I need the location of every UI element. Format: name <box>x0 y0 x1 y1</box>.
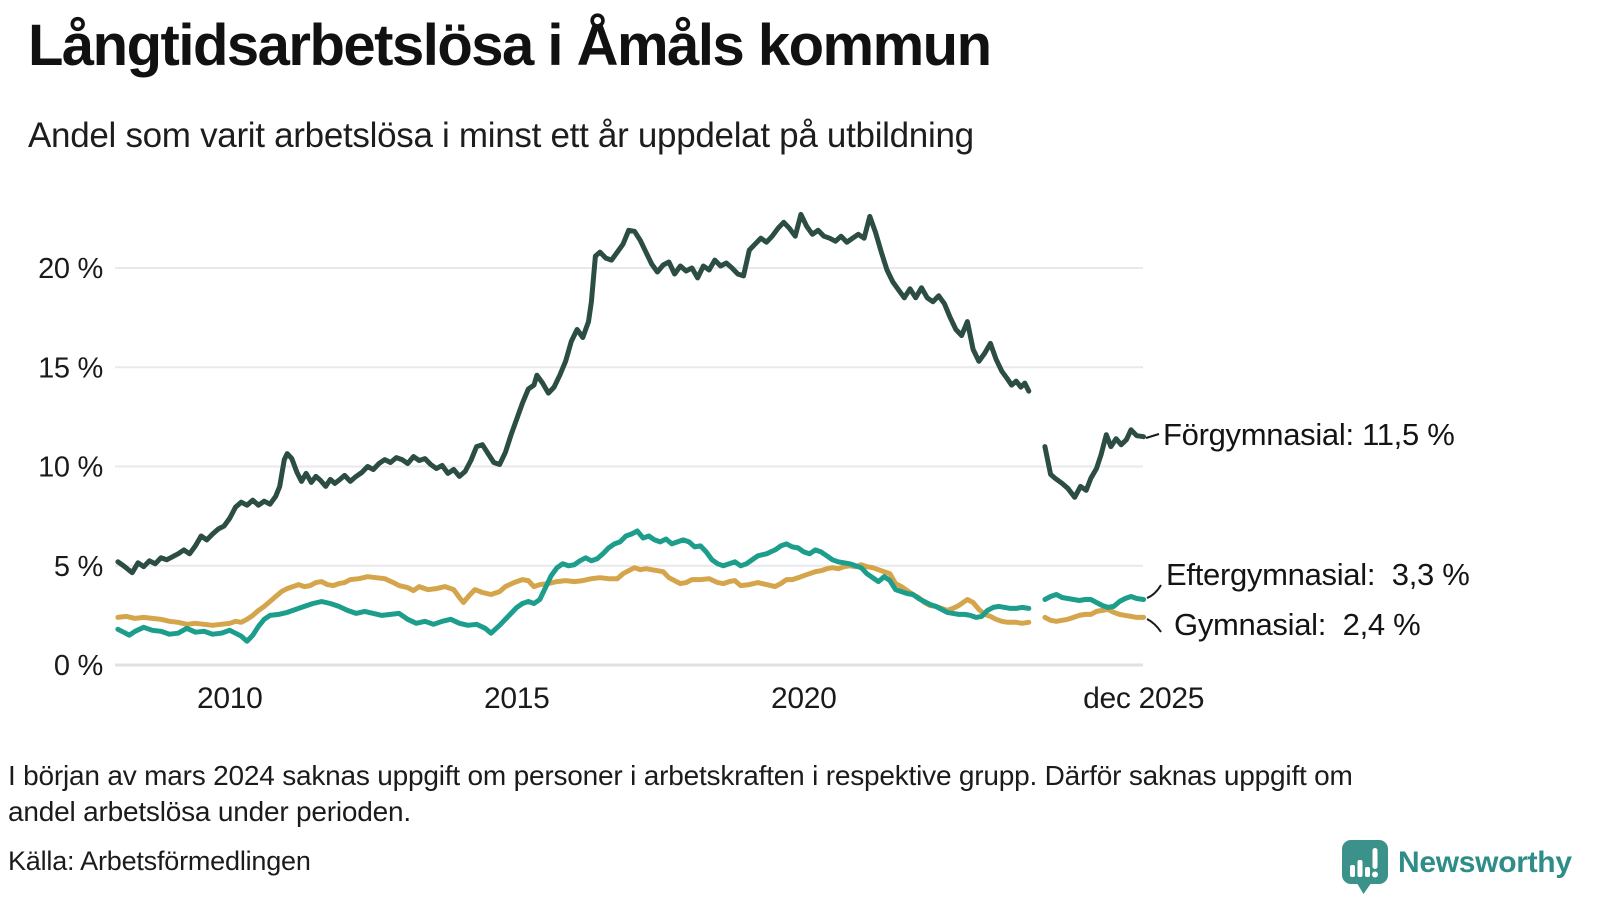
series-end-label-eftergymnasial: Eftergymnasial: 3,3 % <box>1166 557 1470 592</box>
x-tick-label: 2010 <box>197 682 263 715</box>
label-connector-forgymnasial <box>1145 433 1160 439</box>
series-line-forgymnasial-seg2 <box>1042 427 1147 500</box>
newsworthy-pin-icon <box>1342 840 1388 894</box>
label-connector-eftergymnasial <box>1146 584 1162 599</box>
x-tick-label: 2015 <box>484 682 550 715</box>
series-end-label-forgymnasial: Förgymnasial: 11,5 % <box>1163 417 1455 452</box>
y-tick-label: 15 % <box>38 352 103 384</box>
page-title: Långtidsarbetslösa i Åmåls kommun <box>28 13 992 78</box>
x-tick-label: dec 2025 <box>1083 682 1204 715</box>
y-tick-label: 5 % <box>54 551 103 583</box>
page-subtitle: Andel som varit arbetslösa i minst ett å… <box>28 116 974 155</box>
x-tick-label: 2020 <box>771 682 837 715</box>
series-end-label-gymnasial: Gymnasial: 2,4 % <box>1174 607 1421 642</box>
y-tick-label: 10 % <box>38 452 103 484</box>
label-connector-gymnasial <box>1146 618 1162 633</box>
footnote-line-1: I början av mars 2024 saknas uppgift om … <box>8 760 1353 791</box>
series-line-eftergymnasial-seg2 <box>1042 592 1147 610</box>
newsworthy-logo: Newsworthy <box>1342 840 1572 894</box>
footnote-line-2: andel arbetslösa under perioden. <box>8 796 412 827</box>
y-tick-label: 20 % <box>38 253 103 285</box>
source-credit: Källa: Arbetsförmedlingen <box>8 846 311 876</box>
series-line-eftergymnasial-seg1 <box>115 528 1032 644</box>
series-line-gymnasial-seg2 <box>1042 606 1147 624</box>
y-tick-label: 0 % <box>54 650 103 682</box>
series-line-forgymnasial-seg1 <box>115 211 1032 576</box>
series-line-gymnasial-seg1 <box>115 562 1032 628</box>
newsworthy-wordmark: Newsworthy <box>1398 846 1572 879</box>
pin-shape <box>1342 840 1388 894</box>
